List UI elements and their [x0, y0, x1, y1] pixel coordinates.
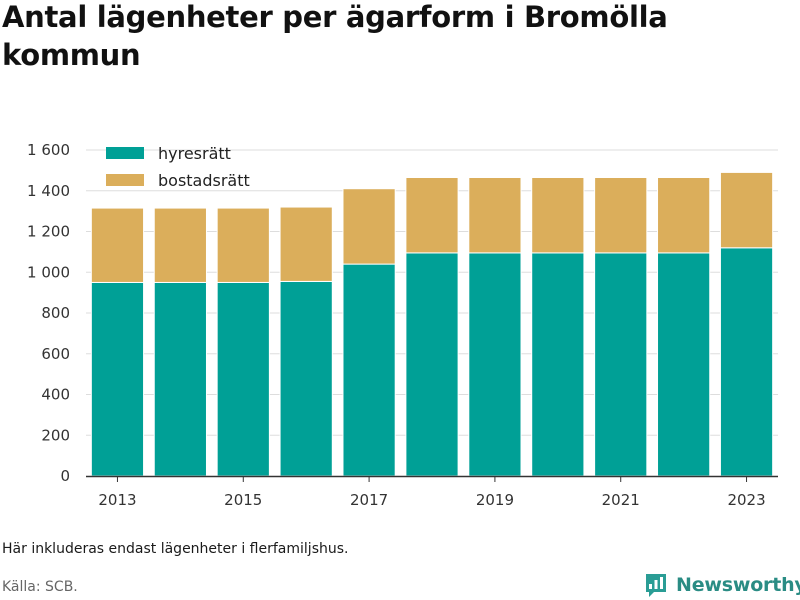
bar-segment	[342, 263, 396, 477]
y-tick-label: 200	[41, 426, 70, 444]
newsworthy-logo-icon	[646, 574, 666, 597]
bar-segment	[153, 207, 207, 283]
bar-segment	[216, 281, 270, 477]
x-axis: 2013 2015 2017 2019 2021 2023	[86, 475, 778, 509]
bar-segment	[405, 177, 459, 254]
bar-segment	[90, 207, 145, 283]
footnote: Här inkluderas endast lägenheter i flerf…	[2, 541, 349, 557]
bar-segment	[531, 177, 585, 254]
bar-segment	[279, 280, 333, 477]
legend-label: hyresrätt	[158, 144, 231, 163]
y-tick-label: 1 600	[27, 141, 70, 159]
x-tick-label: 2021	[602, 491, 640, 509]
legend-swatch	[106, 174, 144, 186]
y-tick-label: 0	[60, 467, 70, 485]
bar-segment	[531, 252, 585, 477]
y-tick-label: 800	[41, 304, 70, 322]
bar-segment	[468, 177, 522, 254]
brand-name: Newsworthy	[676, 574, 800, 596]
source-text: Källa: SCB.	[2, 579, 78, 595]
x-tick-label: 2017	[350, 491, 388, 509]
bar-segment	[216, 207, 270, 283]
bar-segment	[719, 247, 774, 477]
bar-segment	[719, 171, 774, 249]
legend-swatch	[106, 147, 144, 159]
newsworthy-logo[interactable]: Newsworthy	[644, 570, 800, 600]
chart-title: Antal lägenheter per ägarform i Bromölla…	[2, 0, 668, 72]
x-tick-label: 2015	[224, 491, 262, 509]
bar-segment	[657, 177, 711, 254]
y-tick-label: 1 400	[27, 182, 70, 200]
legend-label: bostadsrätt	[158, 171, 250, 190]
bars	[90, 171, 774, 477]
x-tick-label: 2013	[98, 491, 136, 509]
bar-segment	[594, 252, 648, 477]
x-tick-label: 2019	[476, 491, 514, 509]
bar-segment	[153, 281, 207, 477]
bar-segment	[279, 206, 333, 282]
y-tick-label: 600	[41, 345, 70, 363]
bar-segment	[594, 177, 648, 254]
legend: hyresrätt bostadsrätt	[106, 144, 250, 190]
bar-segment	[405, 252, 459, 477]
bar-segment	[342, 188, 396, 265]
x-tick-label: 2023	[727, 491, 765, 509]
y-tick-label: 1 200	[27, 223, 70, 241]
y-tick-label: 1 000	[27, 263, 70, 281]
bar-segment	[468, 252, 522, 477]
bar-segment	[657, 252, 711, 477]
y-tick-label: 400	[41, 386, 70, 404]
bar-segment	[90, 281, 145, 477]
y-axis: 0 200 400 600 800 1 000 1 200 1 400 1 600	[27, 141, 70, 485]
